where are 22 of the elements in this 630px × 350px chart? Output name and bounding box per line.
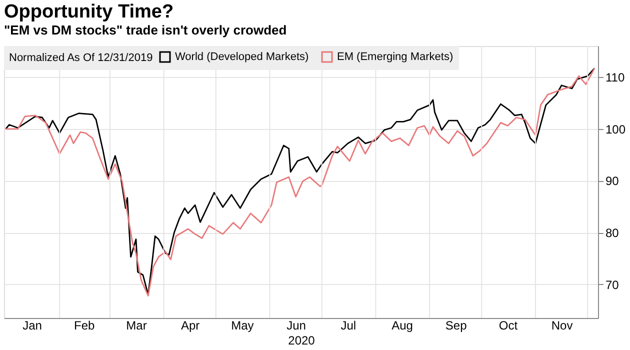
x-tick-label: Sep [445, 318, 468, 332]
x-tick-label: Jun [286, 318, 306, 332]
chart-subtitle: "EM vs DM stocks" trade isn't overly crowded [4, 22, 287, 38]
x-tick-label: Apr [181, 318, 200, 332]
y-tick-label: 110 [606, 70, 625, 85]
x-tick-label: Aug [392, 318, 413, 332]
x-tick-label: Feb [74, 318, 96, 332]
y-tick-label: 100 [606, 122, 626, 136]
x-tick-label: Jan [22, 318, 42, 332]
x-tick-label: Jul [340, 318, 356, 332]
chart-title: Opportunity Time? [4, 2, 174, 22]
y-tick-label: 70 [606, 278, 620, 292]
x-tick-label: Oct [498, 318, 518, 332]
x-tick-label: Mar [126, 318, 147, 332]
legend-label: EM (Emerging Markets) [337, 51, 454, 63]
y-tick-label: 80 [606, 226, 620, 240]
legend-label: World (Developed Markets) [175, 51, 309, 63]
y-tick-label: 90 [606, 174, 620, 188]
x-tick-label: May [231, 318, 254, 332]
legend-title: Normalized As Of 12/31/2019 [9, 52, 153, 64]
x-axis-title: 2020 [288, 334, 316, 348]
x-tick-label: Nov [551, 318, 573, 332]
